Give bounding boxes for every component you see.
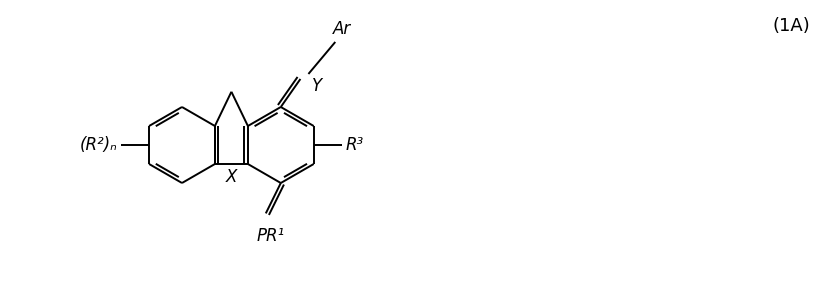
Text: Y: Y — [312, 77, 322, 95]
Text: (R²)ₙ: (R²)ₙ — [79, 136, 117, 154]
Text: PR¹: PR¹ — [257, 227, 285, 245]
Text: (1A): (1A) — [772, 17, 810, 35]
Text: R³: R³ — [346, 136, 363, 154]
Text: Ar: Ar — [333, 20, 352, 38]
Text: X: X — [225, 168, 237, 186]
